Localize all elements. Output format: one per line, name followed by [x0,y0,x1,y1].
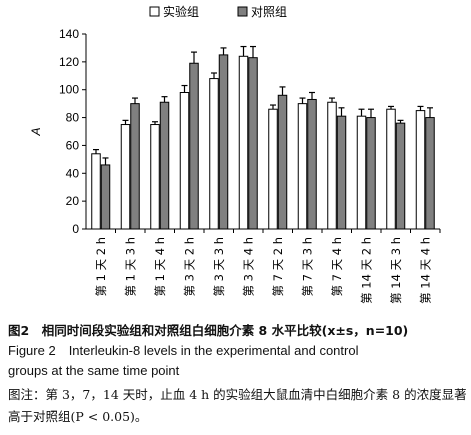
y-tick-label: 100 [59,83,79,97]
bar-control [336,115,347,230]
bar-experimental [91,153,101,230]
legend-swatch-2 [237,6,248,17]
bar-control [425,117,435,230]
bar-experimental [415,110,426,230]
y-tick-label: 20 [66,194,80,208]
x-tick-label: 第 7 天 2 h [271,237,285,297]
figure-note: 图注：第 3，7，14 天时，止血 4 h 的实验组大鼠血清中白细胞介素 8 的… [8,387,467,424]
bar-control [395,122,406,230]
bar-control [277,94,288,230]
figure-title-chinese: 图2 相同时间段实验组和对照组白细胞介素 8 水平比较(x±s，n=10) [8,323,409,338]
x-tick-label: 第 1 天 3 h [123,237,137,297]
x-tick-label: 第 1 天 4 h [153,237,167,297]
bar-control [307,98,317,230]
bar-control [366,117,376,230]
bar-control [248,57,258,230]
bar-experimental [209,78,219,230]
x-tick-label: 第 7 天 3 h [300,237,314,297]
bar-experimental [120,124,131,230]
y-tick-label: 80 [66,111,80,125]
y-tick-label: 40 [66,166,80,180]
y-tick-label: 140 [59,27,79,41]
x-tick-label: 第 14 天 4 h [418,237,432,304]
bar-experimental [386,108,396,230]
figure-title-english-line2: groups at the same time point [8,363,180,378]
figure-title-english-line1: Figure 2 Interleukin-8 levels in the exp… [8,343,359,358]
x-tick-label: 第 7 天 4 h [330,237,344,297]
bar-experimental [268,108,278,230]
legend-label-2: 对照组 [251,5,287,19]
bar-experimental [356,115,367,230]
y-tick-label: 0 [72,222,79,236]
x-tick-label: 第 3 天 4 h [241,237,255,297]
bar-chart: 实验组 对照组 0 20 40 60 80 100 120 140 A 第 1 天 2 h 第 1 天 … [29,4,441,304]
chart-area: 实验组 对照组 0 20 40 60 80 100 120 140 A 第 1 天 2 h 第 1 天 … [29,4,441,304]
bar-control [189,62,199,230]
bar-experimental [150,124,160,230]
bar-experimental [297,103,308,230]
x-tick-label: 第 14 天 3 h [389,237,403,304]
legend-swatch-1 [149,6,160,17]
legend-label-1: 实验组 [163,4,199,19]
x-tick-label: 第 3 天 2 h [182,237,196,297]
bar-control [130,103,140,230]
bar-experimental [179,92,190,230]
bar-control [100,164,111,230]
y-tick-label: 120 [59,55,79,69]
bar-experimental [327,101,337,230]
y-tick-label: 60 [66,138,80,152]
x-tick-label: 第 1 天 2 h [94,237,108,297]
bar-control [159,101,170,230]
bar-control [218,54,229,230]
bar-experimental [238,55,249,230]
x-tick-label: 第 3 天 3 h [212,237,226,297]
y-axis-label: A [29,127,43,136]
x-tick-label: 第 14 天 2 h [359,237,373,304]
